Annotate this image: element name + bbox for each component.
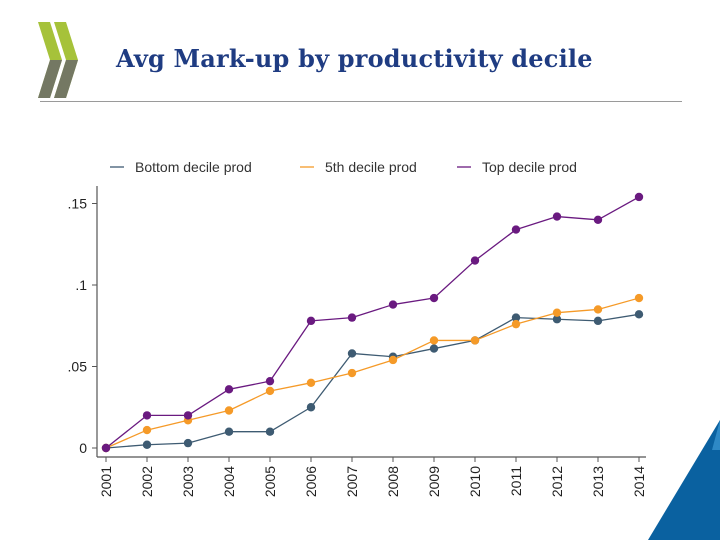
data-point-bottom-decile-prod-2006	[306, 403, 316, 412]
chart-axes: 0 .05 .1 .15 2001 2002 2003 2004 2005 2006 2007 200…	[68, 186, 647, 497]
data-point-top-decile-prod-2005	[265, 376, 275, 386]
x-tick-label: 2010	[467, 466, 483, 497]
data-point-top-decile-prod-2009	[429, 293, 439, 303]
x-tick-label: 2002	[139, 466, 155, 497]
data-point-bottom-decile-prod-2002	[142, 440, 152, 449]
x-tick-label: 2008	[385, 466, 401, 497]
x-tick-label: 2003	[180, 466, 196, 497]
logo-shade-right	[54, 60, 78, 98]
y-tick-label: .05	[68, 359, 88, 375]
x-tick-label: 2001	[98, 466, 114, 497]
oecd-logo-icon	[38, 22, 78, 98]
data-point-top-decile-prod-2012	[552, 212, 562, 221]
data-point-bottom-decile-prod-2003	[183, 438, 193, 448]
series-line-5th-decile-prod	[105, 297, 640, 449]
data-point-5th-decile-prod-2010	[470, 336, 480, 345]
x-tick-label: 2009	[426, 466, 442, 497]
legend-label: 5th decile prod	[325, 159, 417, 175]
data-point-5th-decile-prod-2009	[429, 336, 439, 345]
x-tick-label: 2013	[590, 466, 606, 497]
data-point-5th-decile-prod-2012	[552, 308, 562, 317]
data-point-bottom-decile-prod-2004	[224, 427, 234, 436]
data-point-bottom-decile-prod-2014	[634, 310, 644, 319]
series-line-top-decile-prod	[105, 196, 640, 449]
page-title: Avg Mark-up by productivity decile	[116, 44, 593, 73]
data-point-bottom-decile-prod-2011	[511, 313, 521, 322]
data-point-top-decile-prod-2008	[388, 300, 398, 309]
data-point-top-decile-prod-2004	[224, 385, 234, 394]
title-divider	[40, 101, 682, 102]
x-tick-label: 2007	[344, 466, 360, 497]
data-point-5th-decile-prod-2004	[224, 406, 234, 415]
data-point-bottom-decile-prod-2007	[347, 349, 357, 358]
data-point-top-decile-prod-2014	[634, 192, 644, 202]
data-point-bottom-decile-prod-2012	[552, 315, 562, 324]
x-tick-label: 2005	[262, 466, 278, 497]
data-point-top-decile-prod-2010	[470, 256, 480, 265]
data-point-top-decile-prod-2006	[306, 316, 316, 326]
data-point-5th-decile-prod-2005	[265, 386, 275, 396]
legend-label: Top decile prod	[482, 159, 577, 175]
data-point-top-decile-prod-2007	[347, 313, 357, 322]
x-tick-label: 2011	[508, 466, 524, 496]
x-tick-label: 2014	[631, 466, 647, 497]
logo-shade-left	[38, 60, 62, 98]
x-tick-label: 2006	[303, 466, 319, 497]
data-point-5th-decile-prod-2013	[593, 305, 603, 314]
legend-label: Bottom decile prod	[135, 159, 252, 175]
data-point-5th-decile-prod-2014	[634, 293, 644, 303]
x-tick-label: 2012	[549, 466, 565, 497]
data-point-top-decile-prod-2003	[183, 411, 193, 420]
data-point-top-decile-prod-2011	[511, 225, 521, 234]
corner-triangle-icon	[648, 420, 720, 540]
data-point-top-decile-prod-2002	[142, 411, 152, 420]
data-point-5th-decile-prod-2011	[511, 319, 521, 329]
data-point-top-decile-prod-2013	[593, 215, 603, 224]
y-tick-label: 0	[79, 440, 87, 456]
data-point-bottom-decile-prod-2005	[265, 427, 275, 436]
data-point-top-decile-prod-2001	[101, 443, 111, 453]
chart-series	[101, 192, 644, 453]
data-point-bottom-decile-prod-2013	[593, 316, 603, 326]
data-point-5th-decile-prod-2002	[142, 425, 152, 435]
series-line-bottom-decile-prod	[105, 313, 640, 449]
data-point-5th-decile-prod-2007	[347, 368, 357, 378]
x-tick-label: 2004	[221, 466, 237, 497]
data-point-bottom-decile-prod-2009	[429, 344, 439, 353]
data-point-5th-decile-prod-2008	[388, 355, 398, 365]
y-tick-label: .15	[68, 196, 88, 212]
chart-legend: Bottom decile prod 5th decile prod Top dec…	[110, 159, 577, 175]
y-tick-label: .1	[75, 277, 87, 293]
data-point-5th-decile-prod-2006	[306, 378, 316, 387]
